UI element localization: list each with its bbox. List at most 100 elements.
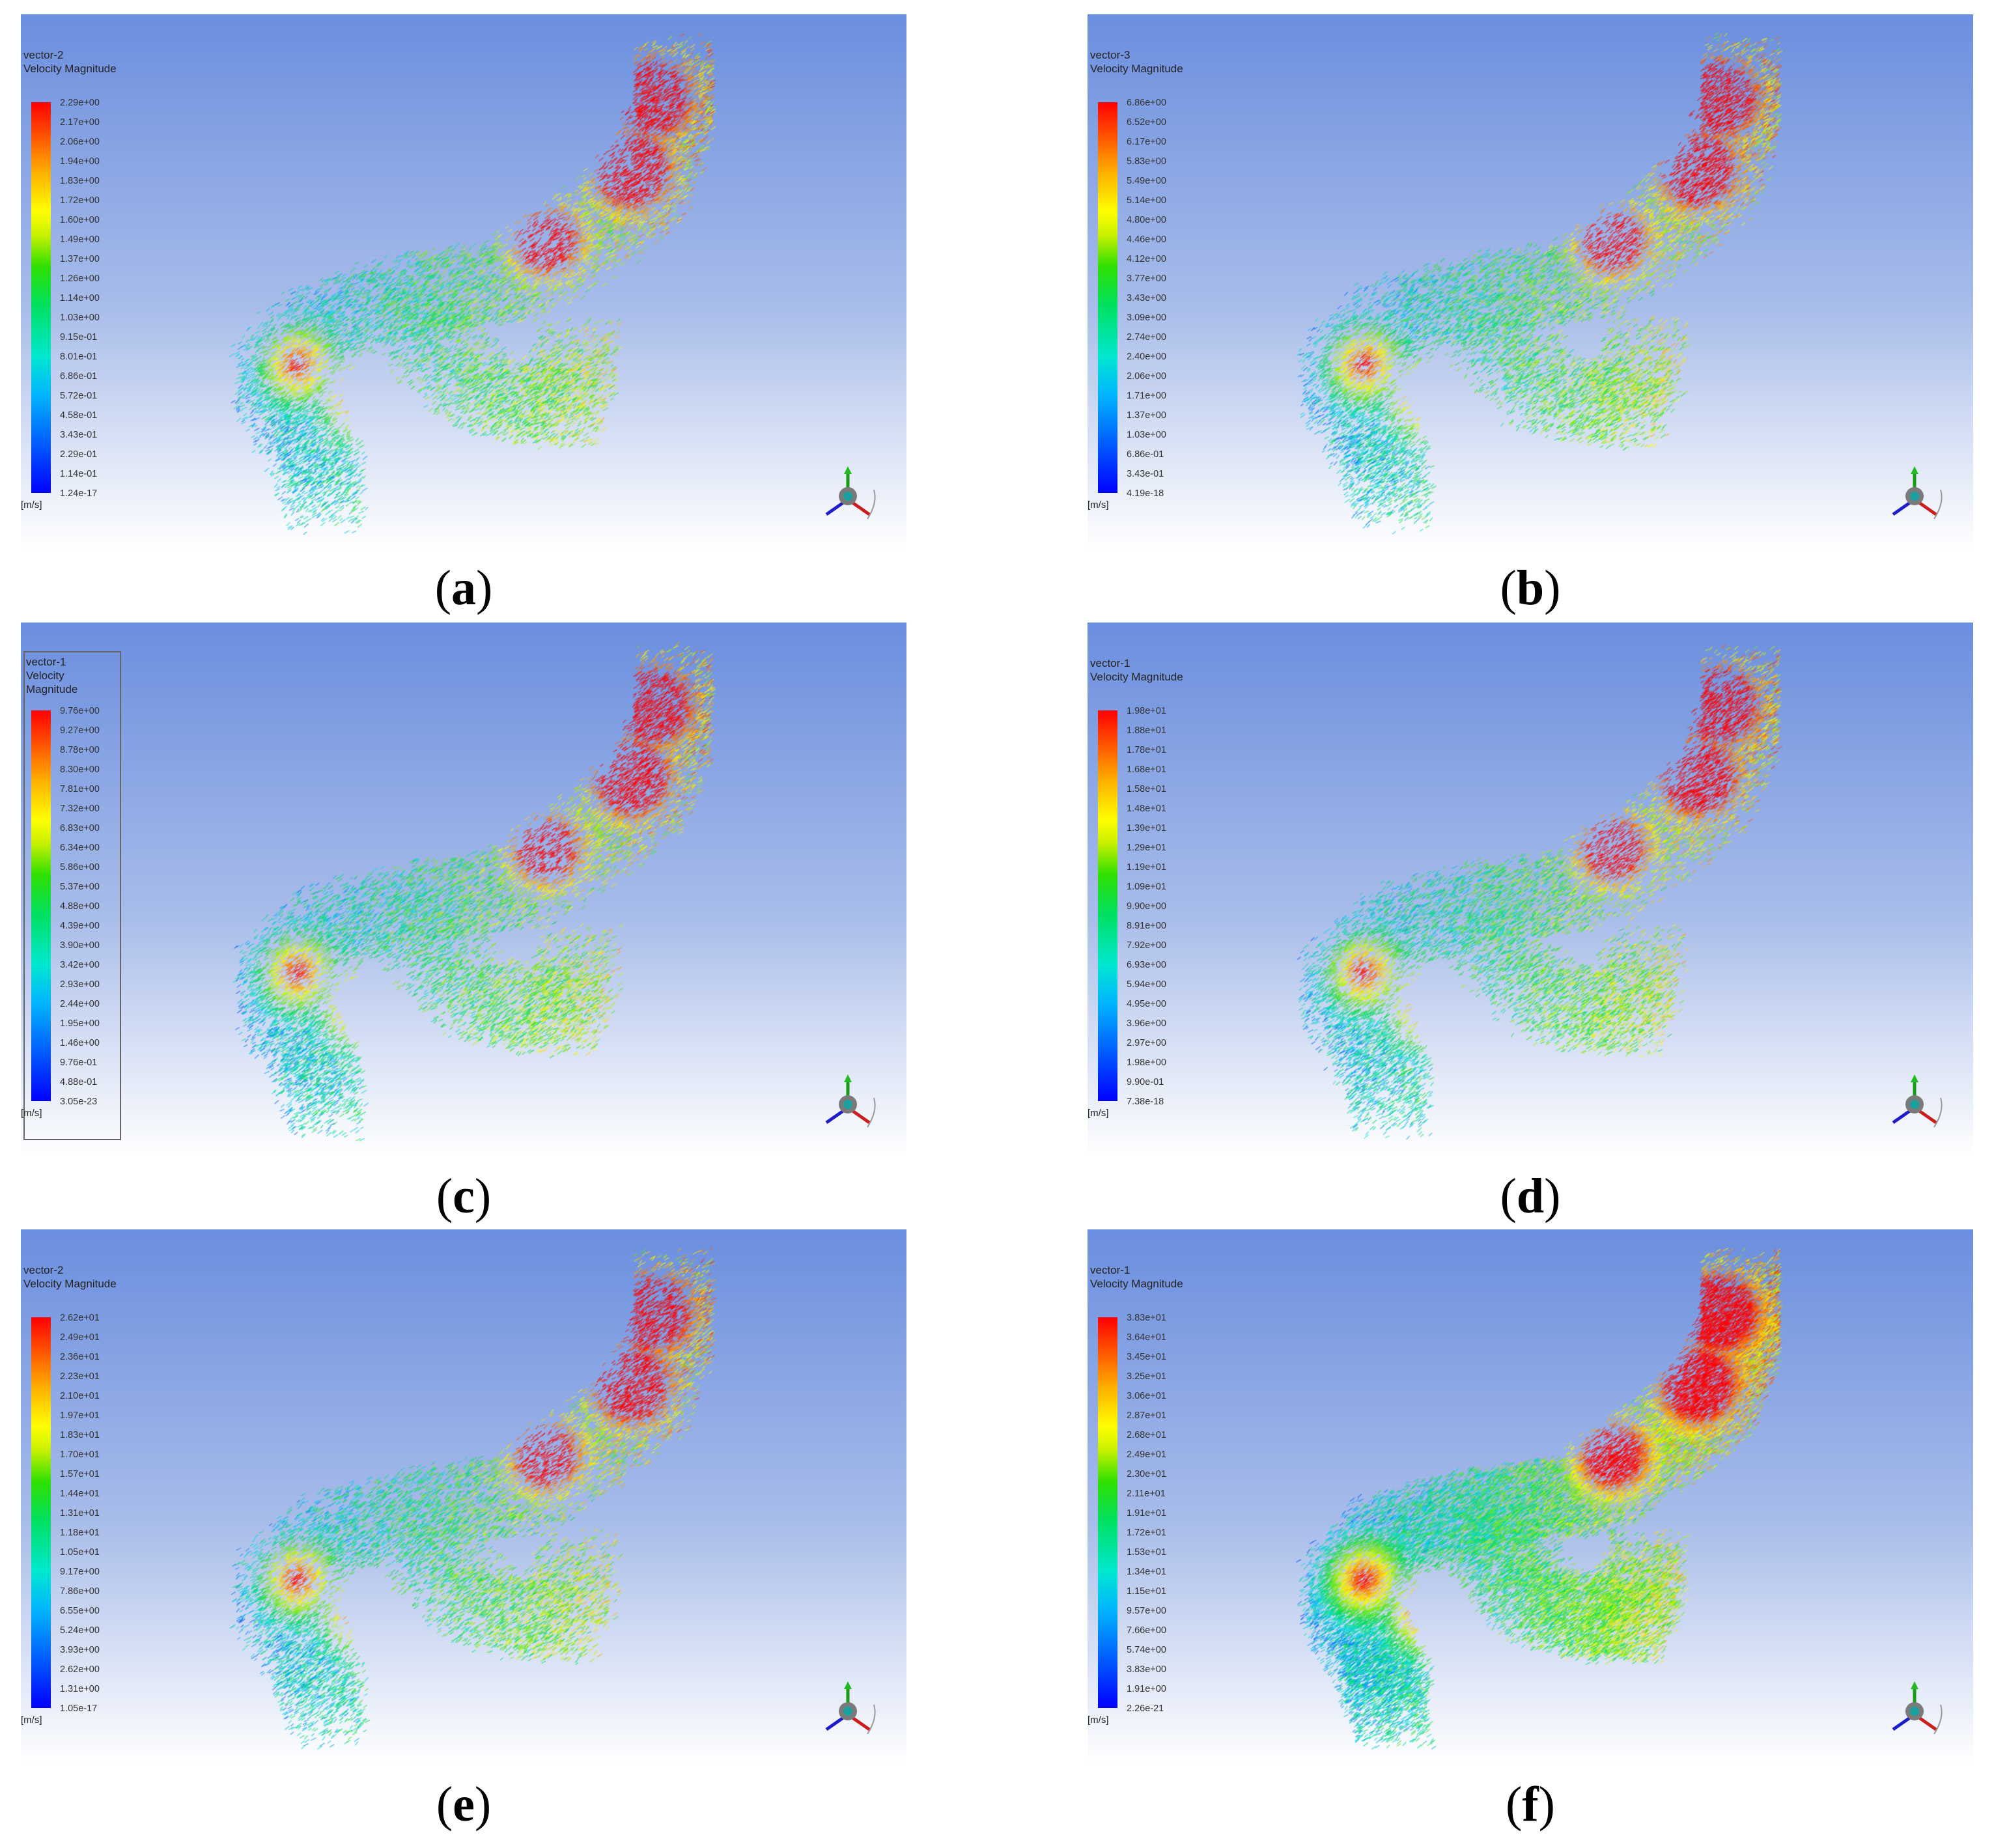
- legend-tick-label: 1.44e+01: [60, 1489, 100, 1499]
- legend-tick-label: 4.12e+00: [1127, 254, 1166, 264]
- legend-tick-label: 1.03e+00: [1127, 430, 1166, 440]
- axis-triad-icon: [825, 1681, 876, 1735]
- legend-tick-label: 3.25e+01: [1127, 1371, 1166, 1382]
- legend-tick-label: 4.88e-01: [60, 1077, 98, 1087]
- legend-tick-label: 5.24e+00: [60, 1625, 100, 1636]
- legend-tick-label: 3.64e+01: [1127, 1332, 1166, 1343]
- color-scale-bar: [1098, 710, 1117, 1101]
- legend-tick-label: 5.49e+00: [1127, 176, 1166, 186]
- color-scale-bar: [31, 1317, 51, 1708]
- unit-label: [m/s]: [21, 499, 42, 511]
- color-scale-ticks: 2.62e+01 2.49e+01 2.36e+01 2.23e+01 2.10e+01…: [60, 1313, 125, 1723]
- legend-tick-label: 6.86e+00: [1127, 98, 1166, 108]
- legend-tick-label: 4.19e-18: [1127, 488, 1164, 499]
- legend-tick-label: 1.70e+01: [60, 1449, 100, 1460]
- legend-tick-label: 9.90e+00: [1127, 901, 1166, 912]
- legend-tick-label: 4.39e+00: [60, 921, 100, 931]
- panel-f: vector-1 Velocity Magnitude 3.83e+01 3.64…: [1088, 1229, 1973, 1763]
- legend-subtitle: Velocity Magnitude: [23, 63, 117, 75]
- legend-tick-label: 1.05e-17: [60, 1703, 98, 1714]
- legend-tick-label: 2.97e+00: [1127, 1038, 1166, 1048]
- legend-tick-label: 3.83e+00: [1127, 1664, 1166, 1675]
- legend-tick-label: 4.95e+00: [1127, 999, 1166, 1009]
- color-scale-bar: [31, 102, 51, 493]
- legend-tick-label: 1.46e+00: [60, 1038, 100, 1048]
- panel-caption: (e): [436, 1777, 492, 1832]
- legend-tick-label: 1.31e+00: [60, 1684, 100, 1694]
- legend-subtitle: Velocity Magnitude: [1090, 671, 1183, 683]
- legend-tick-label: 3.43e+00: [1127, 293, 1166, 303]
- legend-tick-label: 8.01e-01: [60, 352, 98, 362]
- color-scale-bar: [1098, 102, 1117, 493]
- legend-tick-label: 2.29e+00: [60, 98, 100, 108]
- legend-tick-label: 1.18e+01: [60, 1528, 100, 1538]
- legend-tick-label: 6.55e+00: [60, 1606, 100, 1616]
- panel-caption: (c): [436, 1169, 492, 1224]
- legend-tick-label: 2.93e+00: [60, 979, 100, 990]
- color-scale-ticks: 1.98e+01 1.88e+01 1.78e+01 1.68e+01 1.58e+01…: [1127, 706, 1192, 1116]
- legend-tick-label: 3.05e-23: [60, 1097, 98, 1107]
- velocity-vector-plot: [1088, 14, 1973, 548]
- velocity-vector-plot: [21, 623, 906, 1156]
- panel-e: vector-2 Velocity Magnitude 2.62e+01 2.49…: [21, 1229, 906, 1763]
- legend-tick-label: 2.74e+00: [1127, 332, 1166, 343]
- legend-tick-label: 8.78e+00: [60, 745, 100, 755]
- legend-tick-label: 2.11e+01: [1127, 1489, 1166, 1499]
- legend-tick-label: 1.71e+00: [1127, 391, 1166, 401]
- legend-tick-label: 2.36e+01: [60, 1352, 100, 1362]
- velocity-vector-plot: [1088, 623, 1973, 1156]
- legend-tick-label: 1.78e+01: [1127, 745, 1166, 755]
- legend-tick-label: 2.29e-01: [60, 449, 98, 460]
- legend-tick-label: 6.86e-01: [1127, 449, 1164, 460]
- legend-tick-label: 6.86e-01: [60, 371, 98, 382]
- axis-triad-icon: [1892, 466, 1943, 520]
- legend-tick-label: 7.81e+00: [60, 784, 100, 794]
- legend-tick-label: 3.96e+00: [1127, 1018, 1166, 1029]
- legend-subtitle: Velocity Magnitude: [26, 669, 78, 695]
- legend-tick-label: 1.26e+00: [60, 273, 100, 284]
- legend-tick-label: 1.72e+00: [60, 195, 100, 206]
- legend-tick-label: 4.58e-01: [60, 410, 98, 421]
- panel-b: vector-3 Velocity Magnitude 6.86e+00 6.52…: [1088, 14, 1973, 548]
- legend-tick-label: 4.88e+00: [60, 901, 100, 912]
- legend-tick-label: 1.15e+01: [1127, 1586, 1166, 1597]
- legend-tick-label: 1.37e+00: [1127, 410, 1166, 421]
- legend-tick-label: 7.38e-18: [1127, 1097, 1164, 1107]
- legend-tick-label: 8.91e+00: [1127, 921, 1166, 931]
- legend-title: vector-3: [1090, 49, 1130, 61]
- legend-tick-label: 2.40e+00: [1127, 352, 1166, 362]
- legend-tick-label: 7.92e+00: [1127, 940, 1166, 951]
- legend-tick-label: 9.27e+00: [60, 725, 100, 736]
- legend-tick-label: 9.76e+00: [60, 706, 100, 716]
- legend-tick-label: 2.62e+00: [60, 1664, 100, 1675]
- axis-triad-icon: [825, 466, 876, 520]
- color-scale-ticks: 3.83e+01 3.64e+01 3.45e+01 3.25e+01 3.06e+01…: [1127, 1313, 1192, 1723]
- unit-label: [m/s]: [1088, 499, 1109, 511]
- legend-tick-label: 5.37e+00: [60, 882, 100, 892]
- legend-tick-label: 1.94e+00: [60, 156, 100, 167]
- legend-tick-label: 2.06e+00: [60, 137, 100, 147]
- legend-tick-label: 1.09e+01: [1127, 882, 1166, 892]
- legend-tick-label: 1.98e+00: [1127, 1057, 1166, 1068]
- legend-tick-label: 2.68e+01: [1127, 1430, 1166, 1440]
- panel-caption: (a): [434, 561, 493, 615]
- legend-tick-label: 2.10e+01: [60, 1391, 100, 1401]
- legend-tick-label: 1.72e+01: [1127, 1528, 1166, 1538]
- color-scale-ticks: 6.86e+00 6.52e+00 6.17e+00 5.83e+00 5.49e+00…: [1127, 98, 1192, 508]
- legend-tick-label: 6.34e+00: [60, 843, 100, 853]
- legend-tick-label: 2.17e+00: [60, 117, 100, 128]
- legend-tick-label: 2.30e+01: [1127, 1469, 1166, 1479]
- legend-tick-label: 2.26e-21: [1127, 1703, 1164, 1714]
- legend-tick-label: 2.87e+01: [1127, 1410, 1166, 1421]
- legend-tick-label: 3.06e+01: [1127, 1391, 1166, 1401]
- legend-tick-label: 4.46e+00: [1127, 234, 1166, 245]
- legend-tick-label: 5.72e-01: [60, 391, 98, 401]
- legend-tick-label: 1.49e+00: [60, 234, 100, 245]
- legend-tick-label: 3.83e+01: [1127, 1313, 1166, 1323]
- legend-tick-label: 2.23e+01: [60, 1371, 100, 1382]
- legend-tick-label: 7.86e+00: [60, 1586, 100, 1597]
- legend-tick-label: 1.83e+01: [60, 1430, 100, 1440]
- unit-label: [m/s]: [21, 1108, 42, 1119]
- legend-header: vector-2 Velocity Magnitude: [23, 1263, 117, 1291]
- legend-tick-label: 1.68e+01: [1127, 764, 1166, 775]
